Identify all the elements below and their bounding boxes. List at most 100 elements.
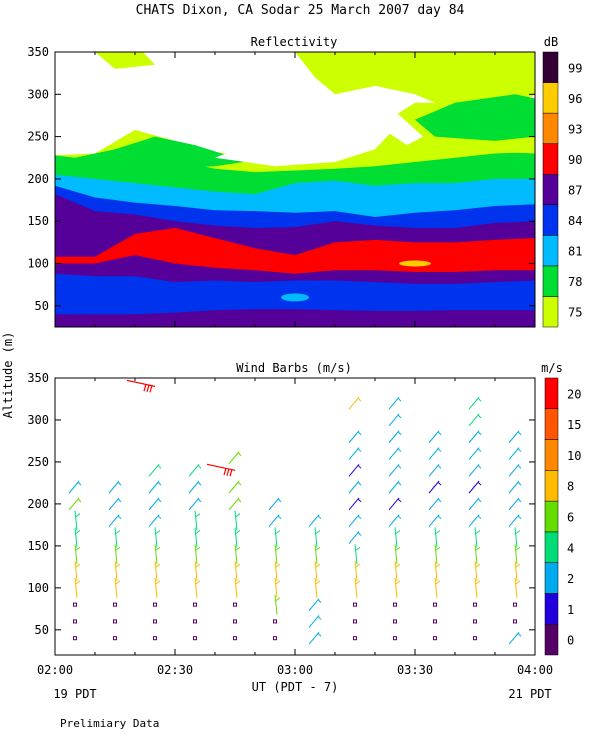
wind-ytick-label-300: 300	[27, 413, 49, 427]
wind-barb-8-3	[394, 577, 401, 598]
wind-barb-3-5	[194, 544, 201, 565]
wind-barb-0-6	[74, 527, 81, 548]
reflectivity-cloud-0	[95, 52, 155, 69]
reflectivity-colorbar: 75 78 81 84 87 90 93 96 99	[542, 51, 582, 328]
refl-colorbar-label-78: 78	[568, 275, 582, 289]
wind-barb-0-3	[74, 577, 81, 598]
refl-ytick-label-50: 50	[35, 299, 49, 313]
wind-barb-5-8	[268, 497, 282, 511]
wind-barb-10-4	[474, 561, 481, 582]
wind-barb-3-7	[194, 510, 201, 531]
wind-barb-5-0	[273, 636, 277, 641]
wind-xtick-label-2: 03:00	[277, 663, 313, 677]
reflectivity-field	[55, 52, 535, 327]
wind-ytick-label-100: 100	[27, 581, 49, 595]
wind-barb-6-2	[308, 598, 322, 611]
reflectivity-title: Reflectivity	[251, 35, 338, 49]
wind-barb-10-11	[468, 447, 482, 460]
wind-barb-8-7	[388, 514, 402, 528]
wind-barb-10-8	[468, 497, 482, 511]
wind-barb-2-1	[153, 619, 157, 624]
refl-colorbar-swatch-84	[542, 204, 559, 236]
wind-barb-11-9	[508, 480, 522, 494]
wind-barb-0-8	[68, 497, 82, 511]
wind-barb-5-3	[274, 577, 281, 598]
wind-barb-6-6	[314, 527, 321, 548]
wind-barb-10-1	[473, 619, 477, 624]
wind-barb-10-12	[468, 430, 482, 444]
wind-barb-3-3	[194, 577, 201, 598]
wind-barb-9-7	[428, 514, 442, 528]
wind-barb-0-2	[73, 602, 77, 607]
wind-barb-0-4	[74, 561, 81, 582]
wind-barb-2-5	[154, 544, 161, 565]
wind-units: m/s	[541, 361, 563, 375]
wind-colorbar-label-15: 15	[567, 418, 581, 432]
refl-ytick-label-150: 150	[27, 214, 49, 228]
wind-barb-9-6	[434, 527, 441, 548]
refl-colorbar-label-93: 93	[568, 122, 582, 136]
refl-colorbar-swatch-78	[542, 265, 559, 297]
wind-colorbar-swatch-2	[544, 562, 559, 594]
wind-barb-4-3	[234, 577, 241, 598]
wind-barb-3-9	[188, 480, 202, 494]
wind-barb-10-3	[474, 577, 481, 598]
wind-title: Wind Barbs (m/s)	[236, 361, 352, 375]
refl-colorbar-label-75: 75	[568, 306, 582, 320]
wind-barb-6-3	[314, 577, 321, 598]
wind-colorbar-label-2: 2	[567, 572, 574, 586]
wind-barb-1-7	[108, 514, 122, 528]
wind-barb-1-6	[114, 527, 121, 548]
wind-barb-1-4	[114, 561, 121, 582]
wind-barb-9-8	[428, 497, 442, 511]
reflectivity-clear-area-2	[375, 111, 423, 146]
wind-barb-11-5	[514, 544, 521, 565]
wind-barb-7-11	[348, 447, 362, 460]
wind-barb-4-0	[233, 636, 237, 641]
wind-xtick-label-0: 02:00	[37, 663, 73, 677]
refl-colorbar-swatch-93	[542, 112, 559, 144]
wind-axes: 50 100 150 200 250 300 350 02:00 02:30 03:00 03:30…	[27, 371, 553, 677]
wind-barb-6-5	[314, 544, 321, 565]
wind-barb-4-8	[228, 497, 242, 511]
wind-barb-7-9	[348, 480, 362, 494]
wind-xtick-label-1: 02:30	[157, 663, 193, 677]
refl-ytick-label-200: 200	[27, 172, 49, 186]
wind-barb-2-9	[148, 480, 162, 494]
refl-colorbar-label-99: 99	[568, 61, 582, 75]
wind-barb-6-4	[314, 561, 321, 582]
wind-barb-4-1	[233, 619, 237, 624]
reflectivity-clear-area	[215, 111, 395, 167]
wind-barbs	[68, 379, 522, 645]
wind-barb-10-9	[468, 480, 482, 494]
wind-colorbar-label-10: 10	[567, 449, 581, 463]
x-axis-label: UT (PDT - 7)	[252, 680, 339, 694]
wind-barb-2-8	[148, 497, 162, 511]
wind-barb-3-10	[188, 464, 202, 477]
wind-colorbar-swatch-20	[544, 377, 559, 410]
wind-colorbar-swatch-4	[544, 531, 559, 563]
wind-colorbar: 0 1 2 4 6 8 10 15 20	[544, 377, 581, 656]
wind-barb-1-1	[113, 619, 117, 624]
wind-barb-9-3	[434, 577, 441, 598]
wind-barb-2-7	[148, 514, 162, 528]
wind-barb-4-4	[234, 561, 241, 582]
footer-note: Prelimiary Data	[60, 717, 159, 730]
refl-colorbar-swatch-96	[542, 82, 559, 114]
wind-barb-5-2	[274, 594, 281, 615]
reflectivity-hotspot	[399, 260, 431, 267]
refl-ytick-label-300: 300	[27, 87, 49, 101]
wind-barb-2-0	[153, 636, 157, 641]
wind-barb-4-6	[234, 527, 241, 548]
wind-barb-0-7	[74, 510, 81, 531]
wind-barb-10-7	[468, 514, 482, 528]
wind-barb-5-1	[273, 619, 277, 624]
wind-barb-10-0	[473, 636, 477, 641]
wind-barb-3-6	[194, 527, 201, 548]
wind-barb-11-6	[514, 527, 521, 548]
reflectivity-axes: 50 100 150 200 250 300 350	[27, 45, 536, 328]
refl-colorbar-swatch-90	[542, 143, 559, 175]
wind-barb-8-11	[388, 447, 402, 460]
wind-barb-9-5	[434, 544, 441, 565]
